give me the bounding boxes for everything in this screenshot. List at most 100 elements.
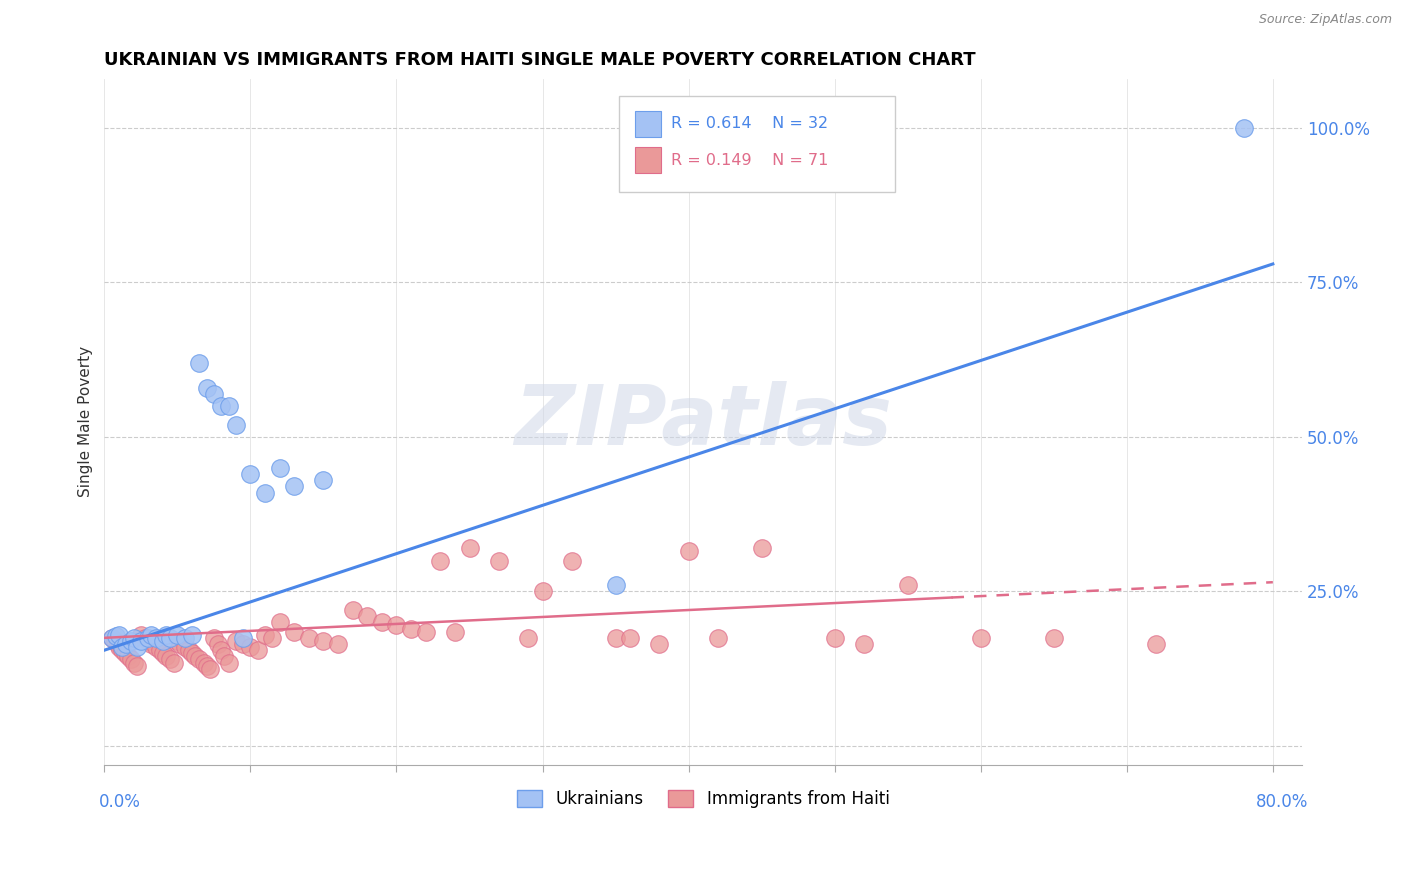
- Point: [415, 624, 437, 639]
- Point: [371, 615, 394, 630]
- Point: [100, 631, 122, 645]
- Point: [444, 624, 467, 639]
- Point: [605, 631, 627, 645]
- Point: [152, 634, 174, 648]
- Point: [326, 637, 349, 651]
- Point: [218, 656, 240, 670]
- Point: [195, 380, 218, 394]
- Point: [269, 461, 291, 475]
- Point: [648, 637, 671, 651]
- Text: ZIPatlas: ZIPatlas: [515, 381, 893, 462]
- Point: [488, 553, 510, 567]
- Point: [605, 578, 627, 592]
- Point: [342, 603, 364, 617]
- Point: [298, 631, 321, 645]
- Point: [100, 631, 122, 645]
- Point: [136, 631, 159, 645]
- Point: [399, 622, 422, 636]
- Point: [105, 629, 128, 643]
- Point: [184, 649, 207, 664]
- Point: [531, 584, 554, 599]
- Point: [1233, 121, 1256, 136]
- Point: [198, 662, 221, 676]
- Point: [202, 631, 225, 645]
- Point: [283, 624, 305, 639]
- Point: [166, 634, 188, 648]
- Point: [824, 631, 846, 645]
- Point: [283, 479, 305, 493]
- Point: [312, 473, 335, 487]
- Point: [239, 640, 262, 654]
- Point: [139, 628, 162, 642]
- Text: Source: ZipAtlas.com: Source: ZipAtlas.com: [1258, 13, 1392, 27]
- Point: [429, 553, 451, 567]
- Point: [136, 634, 159, 648]
- Text: UKRAINIAN VS IMMIGRANTS FROM HAITI SINGLE MALE POVERTY CORRELATION CHART: UKRAINIAN VS IMMIGRANTS FROM HAITI SINGL…: [104, 51, 976, 69]
- Point: [561, 553, 583, 567]
- Point: [209, 643, 232, 657]
- Point: [111, 643, 134, 657]
- Point: [751, 541, 773, 556]
- Point: [120, 634, 142, 648]
- Point: [152, 646, 174, 660]
- Point: [125, 640, 148, 654]
- Point: [218, 399, 240, 413]
- Point: [155, 628, 177, 642]
- Point: [159, 631, 181, 645]
- Point: [678, 544, 700, 558]
- Point: [108, 640, 131, 654]
- Y-axis label: Single Male Poverty: Single Male Poverty: [79, 346, 93, 497]
- Point: [225, 417, 247, 432]
- Text: 80.0%: 80.0%: [1256, 793, 1308, 812]
- Point: [356, 609, 378, 624]
- Point: [104, 634, 127, 648]
- Point: [166, 628, 188, 642]
- Point: [232, 637, 254, 651]
- Point: [129, 634, 152, 648]
- Point: [458, 541, 481, 556]
- Point: [852, 637, 875, 651]
- Point: [262, 631, 284, 645]
- Point: [155, 649, 177, 664]
- Point: [117, 649, 139, 664]
- Text: R = 0.149    N = 71: R = 0.149 N = 71: [671, 153, 828, 168]
- FancyBboxPatch shape: [636, 111, 661, 136]
- Point: [193, 656, 215, 670]
- Point: [188, 356, 211, 370]
- Point: [129, 628, 152, 642]
- Point: [209, 399, 232, 413]
- Point: [107, 637, 129, 651]
- Point: [163, 656, 186, 670]
- Text: R = 0.614    N = 32: R = 0.614 N = 32: [671, 116, 828, 131]
- Point: [269, 615, 291, 630]
- Point: [254, 628, 277, 642]
- Point: [1144, 637, 1167, 651]
- Point: [202, 386, 225, 401]
- Point: [207, 637, 229, 651]
- Point: [114, 646, 136, 660]
- Legend: Ukrainians, Immigrants from Haiti: Ukrainians, Immigrants from Haiti: [510, 783, 896, 814]
- Point: [125, 658, 148, 673]
- Point: [145, 640, 167, 654]
- Point: [115, 637, 138, 651]
- Point: [139, 637, 162, 651]
- Point: [516, 631, 538, 645]
- Point: [173, 631, 195, 645]
- Point: [246, 643, 269, 657]
- Point: [254, 485, 277, 500]
- Point: [212, 649, 235, 664]
- FancyBboxPatch shape: [636, 147, 661, 173]
- Point: [707, 631, 730, 645]
- Point: [134, 631, 156, 645]
- Text: 0.0%: 0.0%: [98, 793, 141, 812]
- Point: [188, 652, 211, 666]
- Point: [177, 643, 200, 657]
- Point: [122, 656, 145, 670]
- Point: [232, 631, 254, 645]
- Point: [122, 631, 145, 645]
- Point: [120, 652, 142, 666]
- Point: [970, 631, 993, 645]
- Point: [619, 631, 641, 645]
- Point: [225, 634, 247, 648]
- Point: [312, 634, 335, 648]
